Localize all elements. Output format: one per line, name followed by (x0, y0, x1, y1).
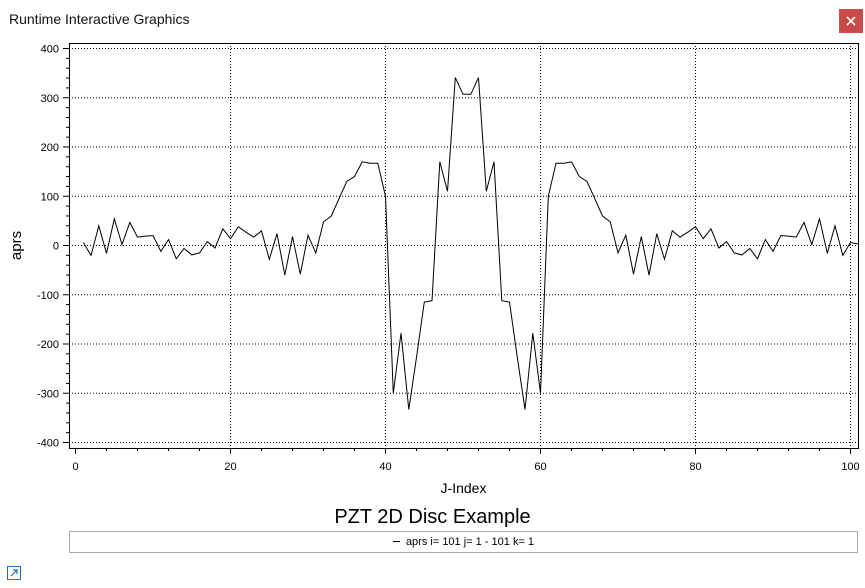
x-tick-label: 40 (379, 461, 391, 473)
y-tick-label: 300 (41, 93, 59, 105)
legend-swatch (392, 540, 400, 542)
y-tick-label: 200 (41, 142, 59, 154)
y-tick-label: -100 (37, 290, 59, 302)
series-line (82, 77, 859, 410)
line-chart[interactable]: 0 20 40 60 80 100 400 300 200 100 0 -100 -200 -300 -40… (0, 0, 865, 505)
x-tick-label: 0 (72, 461, 78, 473)
y-tick-label: -400 (37, 438, 59, 450)
window-title: Runtime Interactive Graphics (9, 11, 190, 27)
y-tick-label: 100 (41, 191, 59, 203)
x-tick-label: 80 (689, 461, 701, 473)
y-tick-label: 0 (53, 241, 59, 253)
x-tick-label: 20 (224, 461, 236, 473)
close-icon (846, 16, 856, 26)
expand-icon[interactable] (6, 565, 22, 581)
plot-area (69, 43, 859, 449)
close-button[interactable] (839, 9, 863, 33)
legend: aprs i= 101 j= 1 - 101 k= 1 (69, 531, 858, 553)
axis-ticks (63, 48, 851, 454)
y-tick-label: -200 (37, 339, 59, 351)
x-tick-label: 60 (534, 461, 546, 473)
chart-title: PZT 2D Disc Example (334, 506, 531, 528)
legend-label: aprs i= 101 j= 1 - 101 k= 1 (405, 536, 535, 548)
y-tick-label: -300 (37, 388, 59, 400)
y-axis-label: aprs (8, 231, 25, 260)
tick-labels: 0 20 40 60 80 100 400 300 200 100 0 -100 -200 -300 -40… (37, 44, 860, 474)
grid (69, 43, 858, 448)
y-tick-label: 400 (41, 44, 59, 56)
x-tick-label: 100 (841, 461, 859, 473)
x-axis-label: J-Index (441, 480, 487, 496)
series (82, 77, 859, 410)
